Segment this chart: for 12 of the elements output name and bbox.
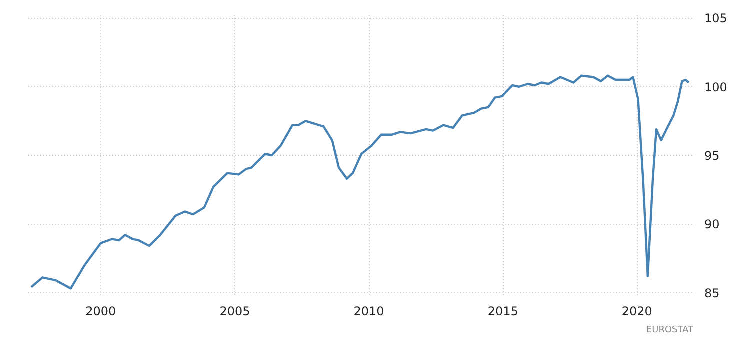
y-tick-label: 90 [704, 218, 720, 232]
text: EUROSTAT [646, 326, 694, 336]
y-tick-label: 95 [704, 149, 720, 163]
line-series [30, 74, 690, 290]
x-tick-label: 2020 [622, 304, 652, 318]
x-tick-label: 2000 [86, 304, 116, 318]
x-tick-label: 2005 [220, 304, 250, 318]
x-tick-label: 2015 [488, 304, 518, 318]
y-tick-label: 105 [704, 12, 728, 26]
x-tick-label: 2010 [354, 304, 384, 318]
y-tick-label: 100 [704, 80, 728, 94]
y-tick-label: 85 [704, 286, 720, 300]
